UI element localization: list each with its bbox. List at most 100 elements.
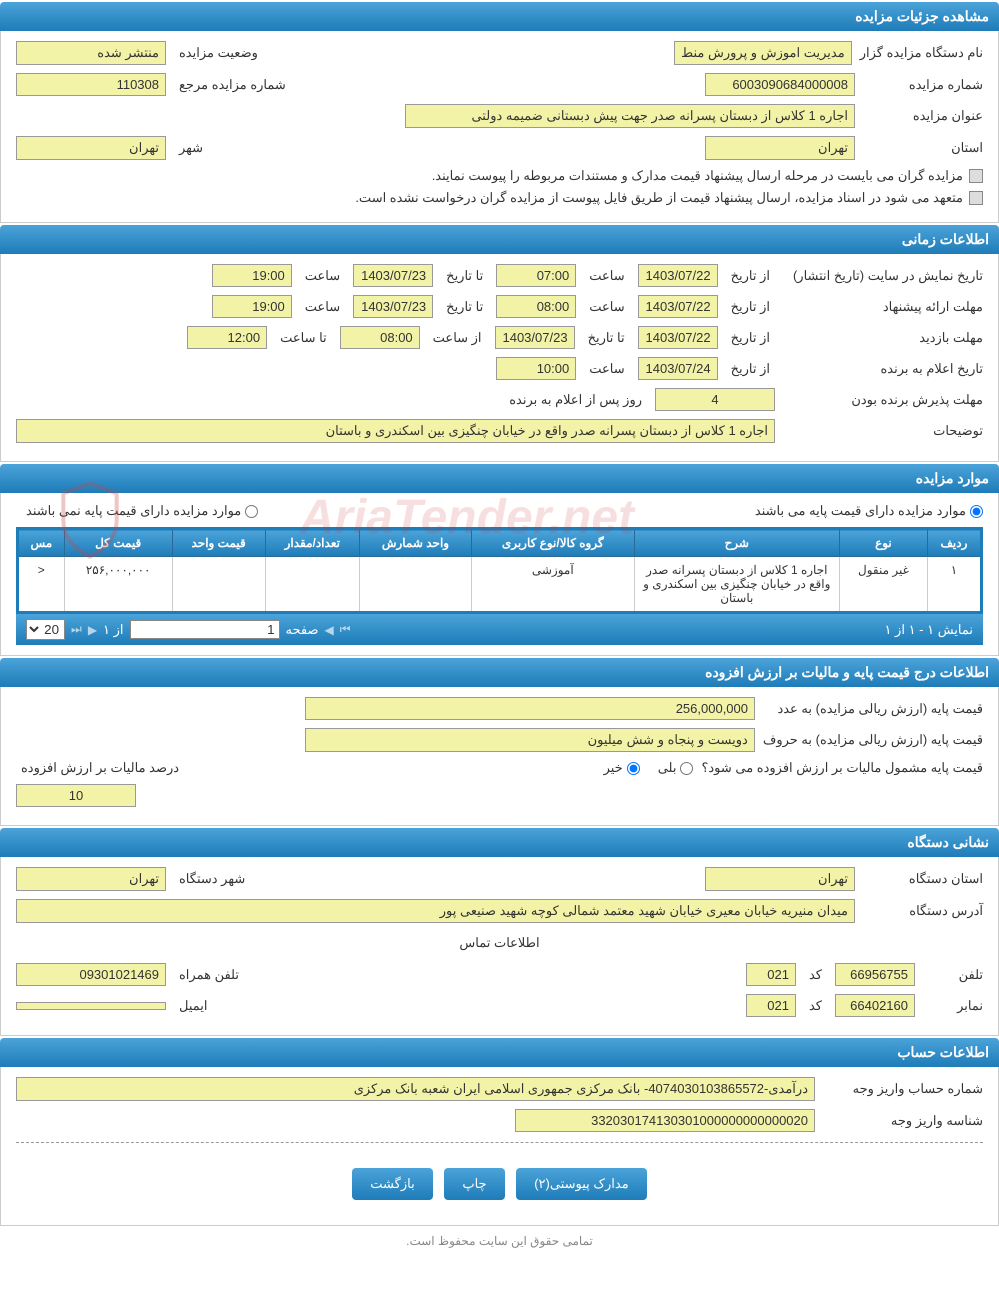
org-value: مدیریت اموزش و پرورش منط — [674, 41, 852, 65]
pager-first-icon[interactable]: ⏮ — [340, 622, 351, 637]
province-label: استان — [863, 140, 983, 156]
desc-value: اجاره 1 کلاس از دبستان پسرانه صدر واقع د… — [16, 419, 775, 443]
time-label-3: ساعت — [584, 299, 629, 315]
has-base-radio-label[interactable]: موارد مزایده دارای قیمت پایه می باشند — [755, 503, 983, 519]
vat-no-label[interactable]: خیر — [604, 760, 640, 776]
has-base-text: موارد مزایده دارای قیمت پایه می باشند — [755, 503, 966, 519]
base-num-label: قیمت پایه (ارزش ریالی مزایده) به عدد — [763, 701, 983, 717]
visit-label: مهلت بازدید — [783, 330, 983, 346]
no-text: خیر — [604, 760, 623, 776]
page-input[interactable] — [130, 620, 280, 639]
winner-date: 1403/07/24 — [638, 357, 718, 380]
pager-info: نمایش ۱ - ۱ از ۱ — [884, 622, 973, 638]
check2-text: متعهد می شود در اسناد مزایده، ارسال پیشن… — [355, 190, 963, 206]
addr-province-label: استان دستگاه — [863, 871, 983, 887]
vat-yes-label[interactable]: بلی — [658, 760, 694, 776]
account-section-header: اطلاعات حساب — [0, 1038, 999, 1067]
of-label: از ۱ — [103, 622, 124, 638]
accept-days: 4 — [655, 388, 775, 411]
cell-total: ۲۵۶,۰۰۰,۰۰۰ — [64, 557, 172, 613]
col-group: گروه کالا/نوع کاربری — [471, 529, 634, 557]
attach-docs-checkbox[interactable] — [969, 169, 983, 183]
from-time-label: از ساعت — [428, 330, 487, 346]
address-section-header: نشانی دستگاه — [0, 828, 999, 857]
no-base-radio-label[interactable]: موارد مزایده دارای قیمت پایه نمی باشند — [26, 503, 258, 519]
email-value — [16, 1002, 166, 1010]
proposal-to-time: 19:00 — [212, 295, 292, 318]
no-base-radio[interactable] — [245, 505, 258, 518]
vat-q-label: قیمت پایه مشمول مالیات بر ارزش افزوده می… — [701, 760, 983, 776]
vat-yes-radio[interactable] — [680, 762, 693, 775]
cell-group: آموزشی — [471, 557, 634, 613]
auction-no-label: شماره مزایده — [863, 77, 983, 93]
no-file-checkbox[interactable] — [969, 191, 983, 205]
cell-qty — [265, 557, 359, 613]
col-unit: واحد شمارش — [360, 529, 472, 557]
phone-value: 66956755 — [835, 963, 915, 986]
timing-section-body: تاریخ نمایش در سایت (تاریخ انتشار) از تا… — [0, 254, 999, 462]
code1-label: کد — [804, 967, 827, 983]
table-row: ۱ غیر منقول اجاره 1 کلاس از دبستان پسران… — [18, 557, 982, 613]
desc-label: توضیحات — [783, 423, 983, 439]
col-desc: شرح — [634, 529, 839, 557]
city-label: شهر — [174, 140, 208, 156]
pager-next-icon[interactable]: ▶ — [88, 623, 97, 637]
items-section-body: موارد مزایده دارای قیمت پایه می باشند مو… — [0, 493, 999, 656]
addr-city-label: شهر دستگاه — [174, 871, 250, 887]
table-header-row: ردیف نوع شرح گروه کالا/نوع کاربری واحد ش… — [18, 529, 982, 557]
cell-extra[interactable]: < — [18, 557, 65, 613]
divider — [16, 1142, 983, 1143]
publish-from-time: 07:00 — [496, 264, 576, 287]
email-label: ایمیل — [174, 998, 213, 1014]
col-type: نوع — [839, 529, 927, 557]
acc-id-label: شناسه واریز وجه — [823, 1113, 983, 1129]
ref-no-label: شماره مزایده مرجع — [174, 77, 291, 93]
mobile-value: 09301021469 — [16, 963, 166, 986]
mobile-label: تلفن همراه — [174, 967, 244, 983]
col-unitprice: قیمت واحد — [172, 529, 265, 557]
attachments-button[interactable]: مدارک پیوستی(۲) — [516, 1168, 647, 1200]
addr-label: آدرس دستگاه — [863, 903, 983, 919]
back-button[interactable]: بازگشت — [352, 1168, 432, 1200]
has-base-radio[interactable] — [970, 505, 983, 518]
publish-from-date: 1403/07/22 — [638, 264, 718, 287]
col-qty: تعداد/مقدار — [265, 529, 359, 557]
status-label: وضعیت مزایده — [174, 45, 263, 61]
from-date-label-1: از تاریخ — [726, 268, 775, 284]
base-word-label: قیمت پایه (ارزش ریالی مزایده) به حروف — [763, 732, 983, 748]
from-date-label-2: از تاریخ — [726, 299, 775, 315]
fax-value: 66402160 — [835, 994, 915, 1017]
proposal-from-time: 08:00 — [496, 295, 576, 318]
to-date-label-3: تا تاریخ — [583, 330, 630, 346]
to-time-label: تا ساعت — [275, 330, 332, 346]
action-bar: مدارک پیوستی(۲) چاپ بازگشت — [16, 1153, 983, 1215]
acc-id-value: 332030174130301000000000000020 — [515, 1109, 815, 1132]
title-label: عنوان مزایده — [863, 108, 983, 124]
accept-suffix: روز پس از اعلام به برنده — [504, 392, 647, 408]
org-label: نام دستگاه مزایده گزار — [860, 45, 983, 61]
cell-idx: ۱ — [927, 557, 981, 613]
to-date-label-2: تا تاریخ — [441, 299, 488, 315]
time-label-5: ساعت — [584, 361, 629, 377]
yes-text: بلی — [658, 760, 677, 776]
acc-no-value: درآمدی-4074030103865572- بانک مرکزی جمهو… — [16, 1077, 815, 1101]
publish-label: تاریخ نمایش در سایت (تاریخ انتشار) — [783, 268, 983, 284]
print-button[interactable]: چاپ — [444, 1168, 504, 1200]
winner-time: 10:00 — [496, 357, 576, 380]
acc-no-label: شماره حساب واریز وجه — [823, 1081, 983, 1097]
code1-value: 021 — [746, 963, 796, 986]
pager-prev-icon[interactable]: ◀ — [325, 623, 334, 637]
title-value: اجاره 1 کلاس از دبستان پسرانه صدر جهت پی… — [405, 104, 855, 128]
visit-to-time: 12:00 — [187, 326, 267, 349]
cell-type: غیر منقول — [839, 557, 927, 613]
items-section-header: موارد مزایده — [0, 464, 999, 493]
code2-label: کد — [804, 998, 827, 1014]
base-num-value: 256,000,000 — [305, 697, 755, 720]
col-extra: مس — [18, 529, 65, 557]
proposal-to-date: 1403/07/23 — [353, 295, 433, 318]
vat-no-radio[interactable] — [627, 762, 640, 775]
page-size-select[interactable]: 20 — [26, 619, 65, 640]
city-value: تهران — [16, 136, 166, 160]
pager-last-icon[interactable]: ⏭ — [71, 622, 82, 637]
address-section-body: استان دستگاه تهران شهر دستگاه تهران آدرس… — [0, 857, 999, 1036]
